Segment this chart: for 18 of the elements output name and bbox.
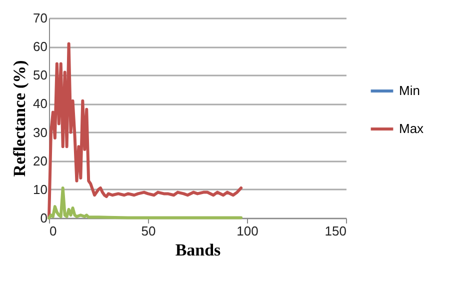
y-tick-label: 70: [33, 10, 48, 26]
x-axis-title: Bands: [175, 240, 222, 260]
y-tick-label: 30: [33, 124, 48, 140]
y-tick-label: 10: [33, 182, 48, 197]
y-tick-label: 0: [40, 210, 48, 226]
line-series: [48, 186, 243, 220]
y-axis-title: Reflectance (%): [10, 60, 30, 177]
legend-label: Min: [399, 83, 420, 98]
y-tick-label: 40: [33, 96, 48, 112]
y-tick-label: 50: [33, 68, 48, 83]
y-tick-label: 20: [33, 153, 48, 168]
legend-label: Max: [399, 121, 424, 136]
x-tick-label: 100: [236, 224, 258, 238]
x-tick-label: 150: [324, 224, 346, 238]
line-series: [48, 42, 243, 220]
x-tick-label: 0: [50, 224, 57, 238]
y-tick-label: 60: [33, 39, 48, 54]
x-tick-label: 50: [141, 224, 156, 238]
